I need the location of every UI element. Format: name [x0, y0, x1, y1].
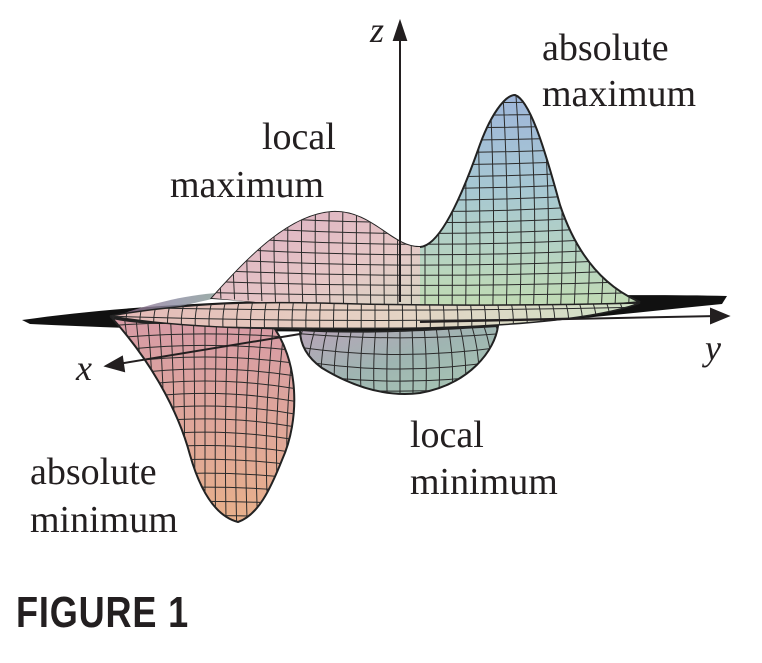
mesh-line	[346, 302, 349, 329]
mesh-line	[496, 302, 500, 329]
mesh-line	[563, 302, 570, 329]
mesh-line	[212, 269, 640, 276]
mesh-line	[645, 90, 658, 315]
absolute-minimum-label-line2: minimum	[30, 499, 178, 541]
local-minimum-label-line2: minimum	[410, 461, 558, 503]
mesh-line	[618, 95, 632, 309]
mesh-line	[153, 302, 160, 329]
mesh-line	[305, 302, 308, 329]
mesh-line	[528, 95, 536, 309]
mesh-line	[212, 258, 640, 266]
x-axis	[117, 333, 301, 365]
figure-caption: FIGURE 1	[16, 588, 189, 637]
mesh-line	[515, 95, 522, 309]
mesh-line	[167, 302, 173, 329]
mesh-line	[502, 95, 508, 309]
mesh-line	[428, 302, 431, 329]
z-arrowhead	[392, 18, 408, 41]
local-maximum-label-line2: maximum	[170, 164, 324, 206]
z-axis-label: z	[369, 10, 384, 50]
mesh-line	[300, 346, 498, 355]
mesh-line	[125, 302, 133, 329]
absolute-maximum-label-line1: absolute	[542, 27, 669, 69]
mesh-line	[277, 302, 281, 329]
mesh-line	[631, 95, 640, 309]
mesh-line	[455, 302, 459, 329]
axes	[103, 18, 731, 373]
mesh-line	[139, 302, 146, 329]
mesh-line	[401, 302, 404, 329]
mesh-line	[110, 306, 640, 311]
mesh-line	[263, 302, 268, 329]
mesh-line	[212, 213, 640, 224]
y-axis-label: y	[702, 328, 721, 368]
mesh-line	[208, 302, 214, 329]
mesh-line	[112, 333, 295, 339]
x-arrowhead	[103, 355, 126, 373]
mesh-line	[442, 302, 445, 329]
mesh-line	[509, 302, 514, 329]
absolute-minimum-surface	[111, 317, 296, 523]
mesh-line	[222, 302, 227, 329]
x-axis-label: x	[75, 348, 92, 388]
mesh-line	[250, 302, 254, 329]
mesh-line	[291, 302, 295, 329]
y-axis	[419, 315, 719, 323]
mesh-line	[415, 302, 417, 329]
mesh-line	[236, 302, 241, 329]
mesh-line	[319, 302, 322, 329]
local-minimum-label-line1: local	[410, 414, 484, 456]
mesh-line	[469, 302, 473, 329]
mesh-line	[300, 332, 498, 339]
mesh-line	[194, 302, 200, 329]
mesh-line	[482, 302, 487, 329]
mesh-line	[212, 292, 640, 296]
mesh-line	[550, 302, 556, 329]
mesh-line	[180, 302, 187, 329]
mesh-line	[505, 320, 518, 400]
absolute-minimum-label-line1: absolute	[30, 451, 157, 493]
mesh-line	[212, 224, 640, 235]
y-arrowhead	[710, 307, 731, 325]
mesh-line	[577, 302, 583, 329]
mesh-line	[536, 302, 542, 329]
local-minimum-surface	[299, 320, 518, 400]
absolute-maximum-label-line2: maximum	[542, 73, 696, 115]
local-maximum-label-line1: local	[262, 116, 336, 158]
mesh-line	[212, 280, 640, 286]
mesh-line	[523, 302, 528, 329]
mesh-line	[492, 326, 498, 394]
mesh-line	[112, 318, 124, 522]
mesh-line	[333, 302, 335, 329]
